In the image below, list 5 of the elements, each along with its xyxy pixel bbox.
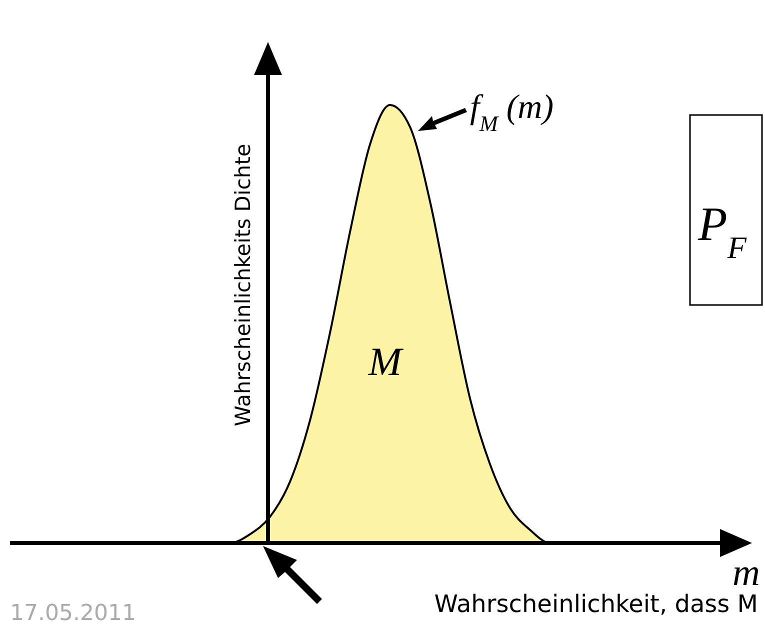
text: 17.05.2011: [10, 601, 136, 626]
annotation: M: [367, 339, 404, 384]
annotation: P$_{F}$: [697, 198, 748, 264]
y-axis-title: Wahrscheinlichkeits Dichte: [231, 144, 255, 426]
annotation: f$_{M}$ (m): [470, 89, 554, 136]
